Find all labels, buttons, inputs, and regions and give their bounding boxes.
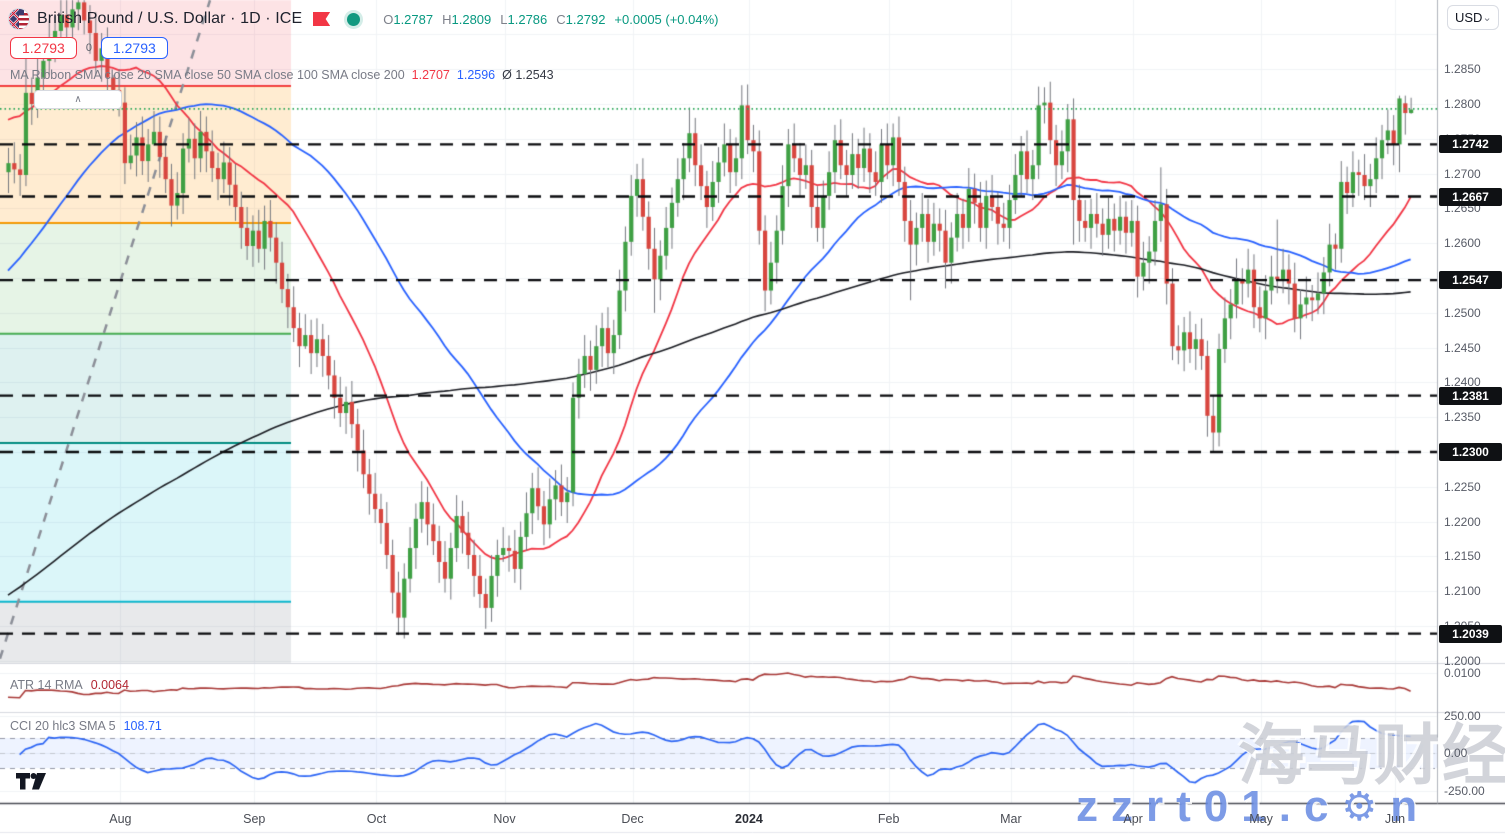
price-tick-label: 1.2700 — [1444, 166, 1481, 181]
price-tick-label: 1.2500 — [1444, 305, 1481, 320]
open-value: 1.2787 — [393, 11, 434, 27]
atr-value: 0.0064 — [90, 678, 129, 692]
bid-ask-row: 1.2793 0 1.2793 — [10, 37, 168, 59]
level-price-label: 1.2667 — [1439, 187, 1502, 206]
price-tick-label: 1.2200 — [1444, 514, 1481, 529]
price-tick-label: 1.2800 — [1444, 97, 1481, 111]
close-value: 1.2792 — [565, 11, 606, 27]
price-tick-label: 1.2450 — [1444, 340, 1481, 355]
cci-tick-label: -250.00 — [1444, 783, 1485, 798]
cci-legend[interactable]: CCI 20 hlc3 SMA 5 108.71 — [10, 719, 162, 733]
ma-avg-label: Ø — [502, 68, 512, 82]
level-price-label: 1.2547 — [1439, 271, 1502, 290]
tradingview-logo[interactable] — [16, 773, 52, 790]
buy-price-button[interactable]: 1.2793 — [100, 37, 168, 59]
market-status-icon[interactable] — [347, 12, 361, 26]
ma-ribbon-legend[interactable]: MA Ribbon SMA close 20 SMA close 50 SMA … — [10, 68, 554, 82]
atr-legend[interactable]: ATR 14 RMA 0.0064 — [10, 678, 129, 692]
currency-axis-selector[interactable]: USD ⌄ — [1447, 5, 1499, 30]
time-axis-label[interactable]: Mar — [1000, 812, 1022, 826]
time-axis-label[interactable]: Jun — [1384, 812, 1406, 826]
ma-sma50-value: 1.2596 — [456, 68, 496, 82]
ma-avg-value: 1.2543 — [515, 68, 554, 82]
level-price-label: 1.2381 — [1439, 386, 1502, 405]
chevron-up-icon: ∧ — [74, 93, 82, 105]
ma-ribbon-label: MA Ribbon SMA close 20 SMA close 50 SMA … — [10, 68, 405, 82]
time-axis-label[interactable]: 2024 — [735, 812, 763, 826]
level-price-label: 1.2742 — [1439, 135, 1502, 154]
level-price-label: 1.2300 — [1439, 443, 1502, 461]
symbol-title[interactable]: British Pound / U.S. Dollar · 1D · ICE — [37, 10, 303, 27]
cci-tick-label: 250.00 — [1444, 708, 1481, 723]
level-price-label: 1.2039 — [1439, 624, 1502, 643]
currency-label: USD — [1455, 10, 1483, 25]
open-label: O — [383, 11, 394, 27]
price-tick-label: 1.2400 — [1444, 375, 1481, 390]
time-axis-label[interactable]: Sep — [243, 812, 266, 826]
time-axis-label[interactable]: Aug — [109, 812, 132, 826]
time-axis-label[interactable]: Nov — [493, 812, 516, 826]
price-tick-label: 1.2000 — [1444, 653, 1481, 668]
sell-price-button[interactable]: 1.2793 — [10, 37, 77, 59]
atr-tick-label: 0.0100 — [1444, 665, 1481, 680]
atr-label: ATR 14 RMA — [10, 678, 83, 692]
price-tick-label: 1.2150 — [1444, 549, 1481, 564]
currency-pair-flag-icon — [8, 8, 30, 30]
legend-collapse-button[interactable]: ∧ — [34, 90, 122, 109]
close-label: C — [556, 11, 566, 27]
low-value: 1.2786 — [507, 11, 548, 27]
flag-marker-icon[interactable] — [313, 12, 331, 26]
cci-value: 108.71 — [123, 719, 162, 733]
high-value: 1.2809 — [451, 11, 492, 27]
price-tick-label: 1.2600 — [1444, 236, 1481, 251]
ohlc-readout: O1.2787 H1.2809 L1.2786 C1.2792 +0.0005 … — [383, 12, 718, 27]
high-label: H — [442, 11, 452, 27]
time-axis-label[interactable]: May — [1249, 812, 1273, 826]
price-tick-label: 1.2250 — [1444, 479, 1481, 494]
symbol-legend-row: British Pound / U.S. Dollar · 1D · ICE O… — [8, 7, 719, 31]
chevron-down-icon: ⌄ — [1482, 12, 1492, 24]
low-label: L — [500, 11, 508, 27]
time-axis-label[interactable]: Oct — [366, 812, 387, 826]
spread-value: 0 — [85, 42, 92, 54]
price-tick-label: 1.2100 — [1444, 584, 1481, 599]
time-axis-label[interactable]: Feb — [877, 812, 900, 826]
change-value: +0.0005 (+0.04%) — [614, 11, 719, 27]
time-axis-label[interactable]: Apr — [1123, 812, 1143, 826]
ma-sma20-value: 1.2707 — [411, 68, 450, 82]
cci-label: CCI 20 hlc3 SMA 5 — [10, 719, 116, 733]
price-tick-label: 1.2850 — [1444, 62, 1481, 77]
time-axis-label[interactable]: Dec — [621, 812, 644, 826]
price-tick-label: 1.2350 — [1444, 410, 1481, 425]
cci-tick-label: 0.00 — [1444, 746, 1468, 760]
